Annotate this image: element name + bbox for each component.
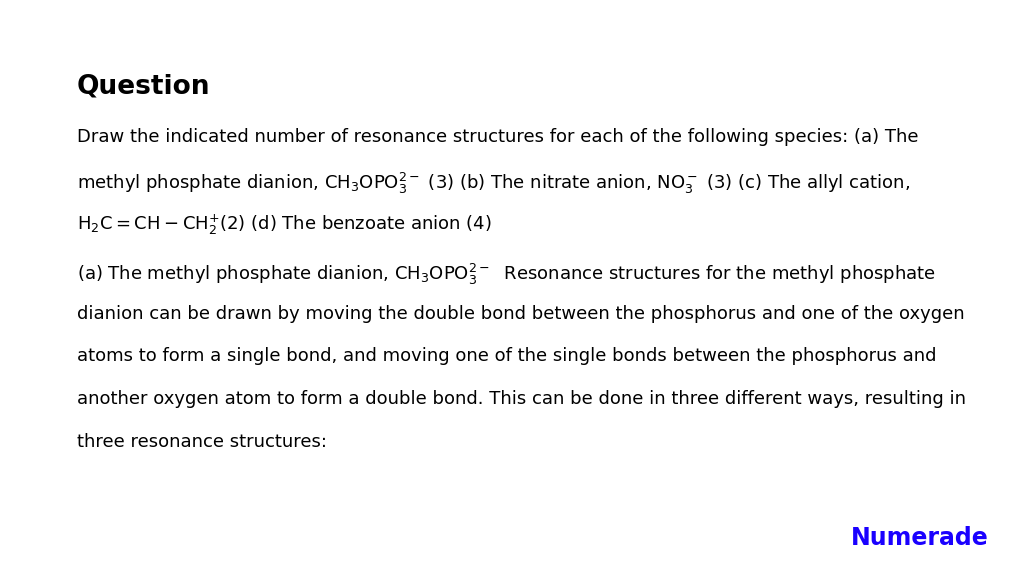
Text: $\mathrm{H_2C = CH - CH_2^{+}}$(2) (d) The benzoate anion (4): $\mathrm{H_2C = CH - CH_2^{+}}$(2) (d) T… (77, 213, 492, 237)
Text: atoms to form a single bond, and moving one of the single bonds between the phos: atoms to form a single bond, and moving … (77, 347, 936, 365)
Text: Draw the indicated number of resonance structures for each of the following spec: Draw the indicated number of resonance s… (77, 128, 919, 146)
Text: three resonance structures:: three resonance structures: (77, 433, 327, 450)
Text: Numerade: Numerade (850, 526, 988, 550)
Text: dianion can be drawn by moving the double bond between the phosphorus and one of: dianion can be drawn by moving the doubl… (77, 305, 965, 323)
Text: another oxygen atom to form a double bond. This can be done in three different w: another oxygen atom to form a double bon… (77, 390, 966, 408)
Text: (a) The methyl phosphate dianion, $\mathrm{CH_3OPO_3^{2-}}$  Resonance structure: (a) The methyl phosphate dianion, $\math… (77, 262, 936, 287)
Text: Question: Question (77, 74, 210, 100)
Text: methyl phosphate dianion, $\mathrm{CH_3OPO_3^{2-}}$ (3) (b) The nitrate anion, $: methyl phosphate dianion, $\mathrm{CH_3O… (77, 170, 910, 196)
